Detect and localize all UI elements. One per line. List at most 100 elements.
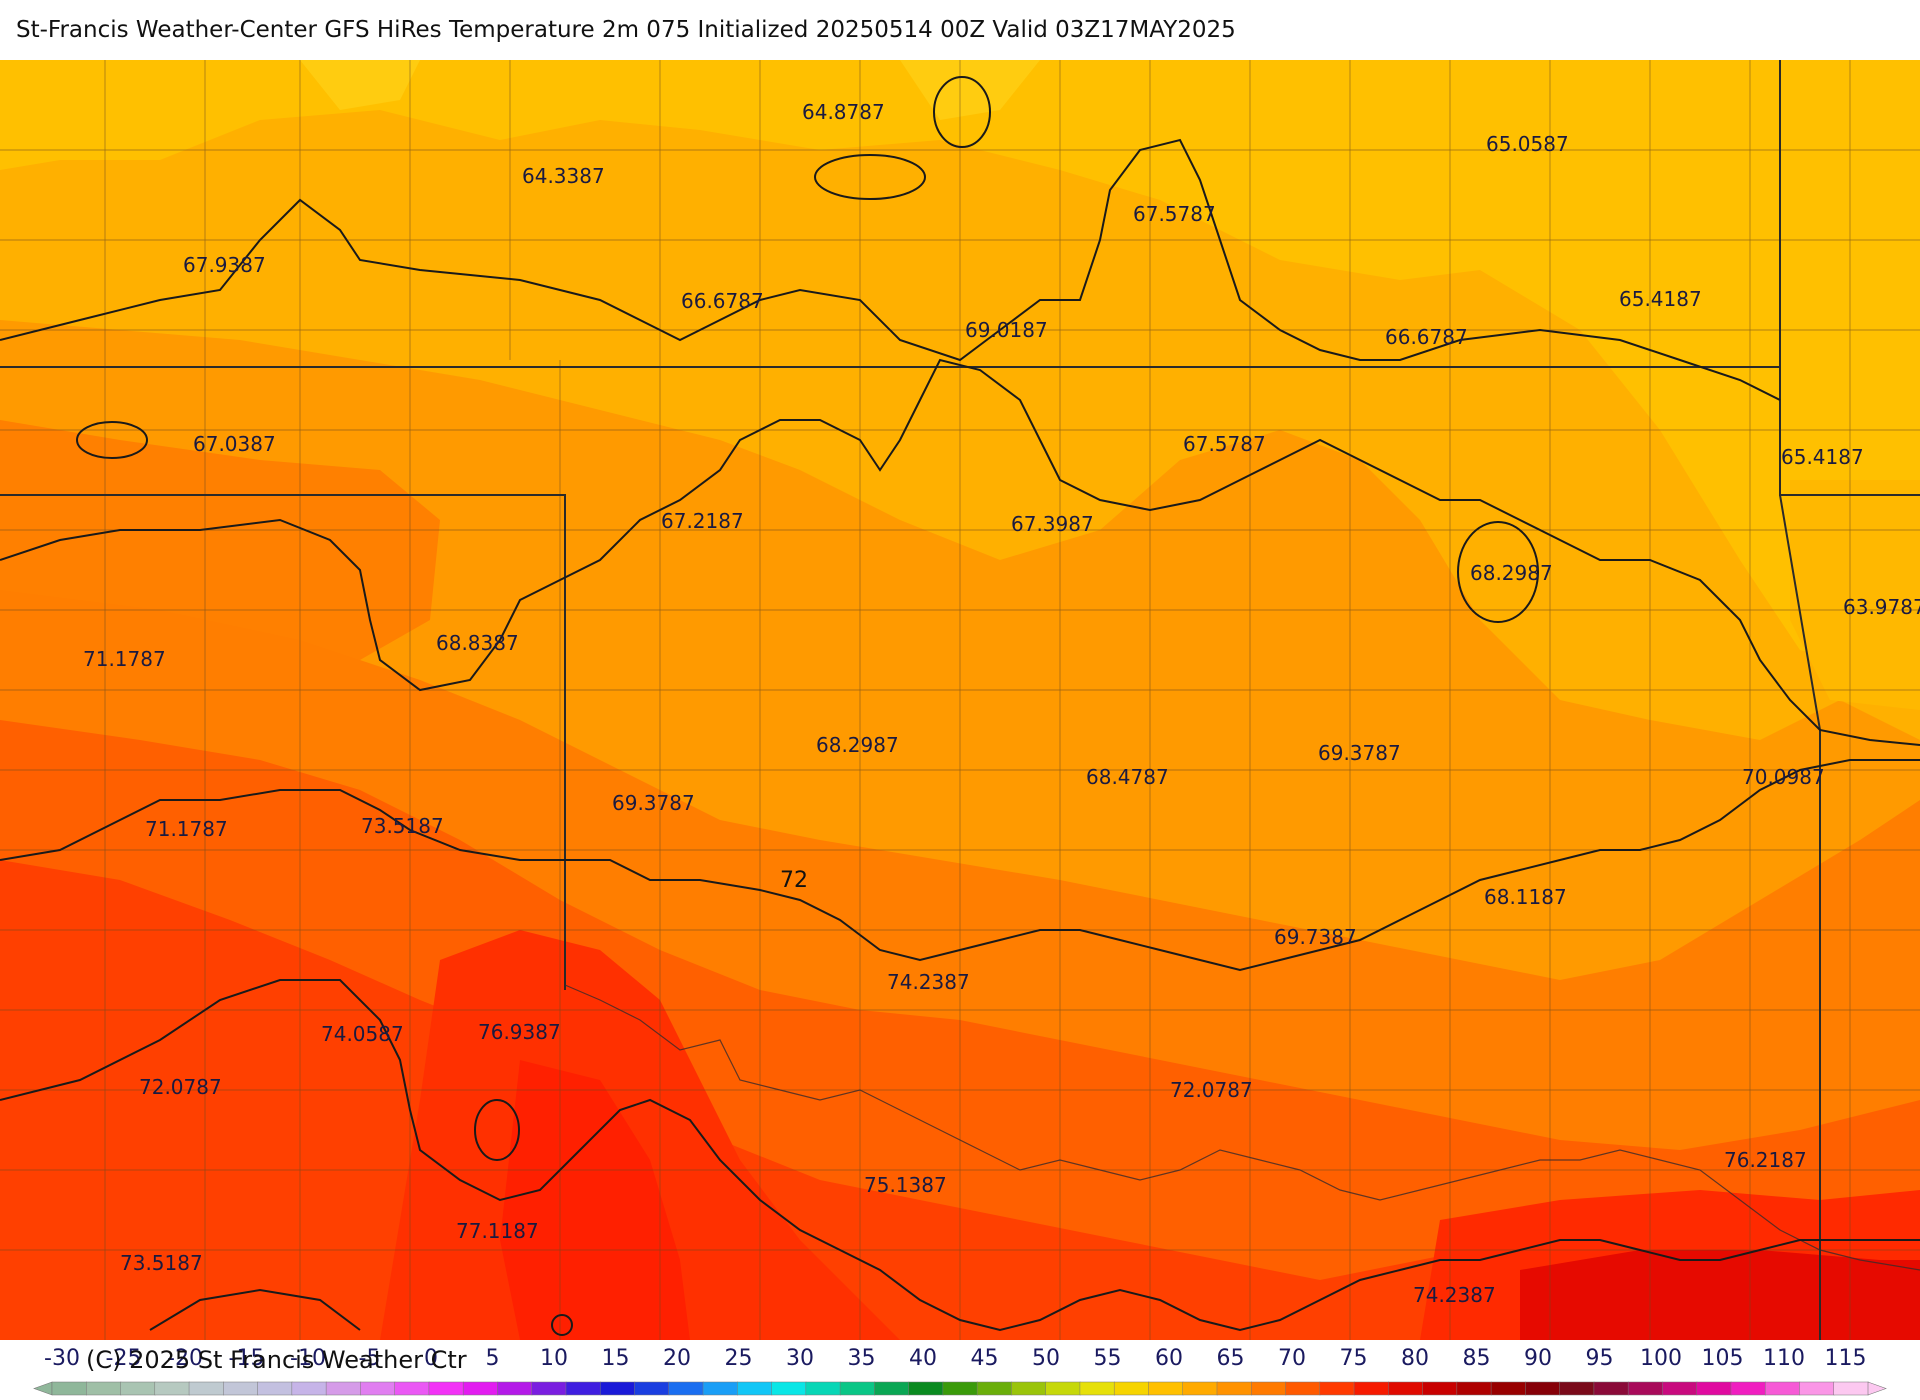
temp-label: 68.4787 — [1086, 765, 1169, 789]
legend-color-swatch — [257, 1381, 293, 1396]
legend-tick-label: 85 — [1463, 1346, 1491, 1371]
temp-label: 73.5187 — [120, 1251, 203, 1275]
legend-tick-label: 100 — [1640, 1346, 1682, 1371]
legend-color-swatch — [634, 1381, 670, 1396]
legend-color-swatch — [1319, 1381, 1355, 1396]
legend-color-swatch — [1011, 1381, 1047, 1396]
temp-label: 68.2987 — [1470, 561, 1553, 585]
legend-color-swatch — [1696, 1381, 1732, 1396]
temp-label: 67.5787 — [1133, 202, 1216, 226]
temp-label: 67.0387 — [193, 432, 276, 456]
northeast-pale-region — [1790, 480, 1920, 710]
legend-color-swatch — [86, 1381, 122, 1396]
legend-color-swatch — [1388, 1381, 1424, 1396]
temp-label: 67.2187 — [661, 509, 744, 533]
legend-color-swatch — [394, 1381, 430, 1396]
legend-color-swatch — [1353, 1381, 1390, 1396]
temp-label: 69.3787 — [1318, 741, 1401, 765]
temp-label: 67.3987 — [1011, 512, 1094, 536]
legend-color-swatch — [1662, 1381, 1698, 1396]
cooler-region — [0, 60, 1920, 680]
legend-tick-label: 60 — [1155, 1346, 1183, 1371]
legend-tick-label: -20 — [167, 1346, 203, 1371]
legend-tick-label: 50 — [1032, 1346, 1060, 1371]
legend-color-swatch — [805, 1381, 841, 1396]
temp-label: 69.7387 — [1274, 925, 1357, 949]
legend-color-swatch — [428, 1381, 464, 1396]
legend-tick-label: 65 — [1217, 1346, 1245, 1371]
legend-tick-label: 0 — [424, 1346, 438, 1371]
legend-color-swatch — [702, 1381, 739, 1396]
legend-color-swatch — [874, 1381, 910, 1396]
legend-color-swatch — [1182, 1381, 1218, 1396]
legend-color-swatch — [908, 1381, 944, 1396]
legend-color-swatch — [531, 1381, 567, 1396]
temp-label: 71.1787 — [145, 817, 228, 841]
temp-label: 68.8387 — [436, 631, 519, 655]
legend-color-swatch — [1148, 1381, 1184, 1396]
coolest-region — [300, 60, 1040, 120]
legend-tick-label: 45 — [971, 1346, 999, 1371]
temp-label: 67.9387 — [183, 253, 266, 277]
copyright-text: (C) 2025 St Francis Weather Ctr — [86, 1346, 467, 1374]
legend-color-bar — [33, 1381, 1887, 1396]
legend-color-swatch — [1627, 1381, 1664, 1396]
legend-color-swatch — [1490, 1381, 1527, 1396]
legend-color-swatch — [188, 1381, 225, 1396]
legend-color-swatch — [599, 1381, 636, 1396]
legend-tick-label: 115 — [1825, 1346, 1867, 1371]
legend-color-swatch — [942, 1381, 978, 1396]
legend-color-swatch — [1559, 1381, 1595, 1396]
legend-canvas: -30 -25 -20 -15 -10 -5 0 5 10 15 20 25 30 35 40 45 50 55 6… — [33, 1346, 1887, 1396]
legend-tick-label: 80 — [1401, 1346, 1429, 1371]
legend-color-swatch — [51, 1381, 88, 1396]
legend-tick-label: -10 — [290, 1346, 326, 1371]
temp-label: 65.4187 — [1619, 287, 1702, 311]
temp-label: 65.0587 — [1486, 132, 1569, 156]
temp-label: 74.0587 — [321, 1022, 404, 1046]
isotherm-mid-north — [0, 358, 1920, 746]
isotherm-closed-loop-4 — [1457, 521, 1539, 623]
southeast-hottest-region — [1520, 1250, 1920, 1340]
map-canvas[interactable]: 72 64.8787 64.3387 65.0587 67.9387 67.57… — [0, 60, 1920, 1340]
isotherm-closed-loop-1 — [474, 1099, 520, 1161]
temp-label: 76.2187 — [1724, 1148, 1807, 1172]
temp-label: 63.9787 — [1843, 595, 1920, 619]
temperature-labels: 64.8787 64.3387 65.0587 67.9387 67.5787 … — [83, 100, 1920, 1307]
temp-label: 71.1787 — [83, 647, 166, 671]
temp-label: 74.2387 — [1413, 1283, 1496, 1307]
legend-arrow-left — [33, 1381, 53, 1396]
temp-label: 68.2987 — [816, 733, 899, 757]
legend-tick-label: 20 — [663, 1346, 691, 1371]
legend-color-swatch — [668, 1381, 704, 1396]
temp-label: 66.6787 — [1385, 325, 1468, 349]
isotherm-south — [0, 979, 1920, 1332]
legend-color-swatch — [976, 1381, 1013, 1396]
legend-tick-label: 35 — [848, 1346, 876, 1371]
temp-label: 72.0787 — [1170, 1078, 1253, 1102]
legend-tick-label: 25 — [725, 1346, 753, 1371]
legend-tick-labels: -30 -25 -20 -15 -10 -5 0 5 10 15 20 25 30 35 40 45 50 55 6… — [44, 1346, 1866, 1371]
legend-color-swatch — [1079, 1381, 1115, 1396]
red-river — [564, 984, 1920, 1271]
legend-tick-label: -5 — [359, 1346, 381, 1371]
county-grid — [0, 60, 1920, 1340]
legend-tick-label: -15 — [229, 1346, 265, 1371]
legend-color-swatch — [462, 1381, 499, 1396]
legend-color-swatch — [291, 1381, 327, 1396]
legend-color-swatch — [1285, 1381, 1321, 1396]
legend-tick-label: 95 — [1586, 1346, 1614, 1371]
temperature-map[interactable]: 72 64.8787 64.3387 65.0587 67.9387 67.57… — [0, 60, 1920, 1340]
color-legend: -30 -25 -20 -15 -10 -5 0 5 10 15 20 25 30 35 40 45 50 55 6… — [0, 1340, 1920, 1400]
legend-tick-label: 5 — [486, 1346, 500, 1371]
legend-tick-label: 75 — [1340, 1346, 1368, 1371]
legend-color-swatch — [771, 1381, 807, 1396]
legend-color-swatch — [1456, 1381, 1492, 1396]
legend-color-swatch — [154, 1381, 190, 1396]
temp-label: 69.3787 — [612, 791, 695, 815]
legend-arrow-right — [1867, 1381, 1887, 1396]
temp-label: 73.5187 — [361, 814, 444, 838]
isotherms — [0, 76, 1920, 1336]
isotherm-north — [0, 138, 1781, 401]
legend-tick-label: 70 — [1278, 1346, 1306, 1371]
